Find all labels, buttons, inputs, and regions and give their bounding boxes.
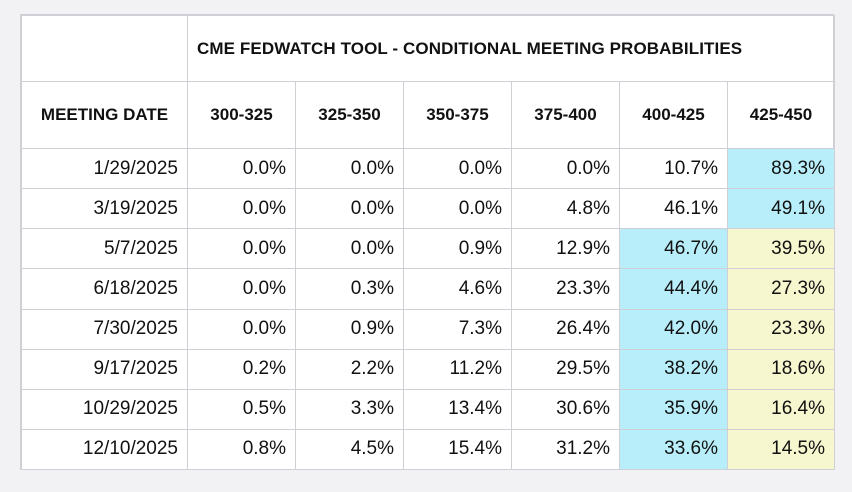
table-row: 10/29/2025 0.5% 3.3% 13.4% 30.6% 35.9% 16.4% [21, 388, 835, 430]
meeting-date-cell: 7/30/2025 [21, 308, 188, 350]
probability-cell: 4.8% [511, 188, 620, 230]
probability-cell: 0.0% [187, 308, 296, 350]
meeting-date-cell: 9/17/2025 [21, 348, 188, 390]
probability-cell: 10.7% [619, 147, 728, 190]
probability-cell: 33.6% [619, 428, 728, 471]
probability-cell: 7.3% [403, 308, 512, 350]
meeting-date-cell: 6/18/2025 [21, 268, 188, 310]
probability-cell: 16.4% [727, 388, 835, 430]
probability-cell: 49.1% [727, 188, 835, 230]
probability-cell: 0.9% [295, 308, 404, 350]
rate-header: 300-325 [187, 81, 296, 149]
rate-header: 425-450 [727, 81, 835, 149]
probability-cell: 0.5% [187, 388, 296, 430]
table-row: 9/17/2025 0.2% 2.2% 11.2% 29.5% 38.2% 18.6% [21, 348, 835, 390]
probability-cell: 0.9% [403, 228, 512, 270]
probability-cell: 13.4% [403, 388, 512, 430]
probability-cell: 26.4% [511, 308, 620, 350]
rate-header: 350-375 [403, 81, 512, 149]
probability-cell: 0.2% [187, 348, 296, 390]
probability-cell: 2.2% [295, 348, 404, 390]
probability-cell: 30.6% [511, 388, 620, 430]
probability-cell: 35.9% [619, 388, 728, 430]
empty-corner-cell [21, 15, 188, 82]
probability-cell: 27.3% [727, 268, 835, 310]
probability-cell: 0.0% [187, 268, 296, 310]
probability-cell: 0.0% [187, 147, 296, 190]
probability-cell: 39.5% [727, 228, 835, 270]
probability-cell: 23.3% [511, 268, 620, 310]
probability-cell: 11.2% [403, 348, 512, 390]
meeting-date-cell: 1/29/2025 [21, 147, 188, 190]
meeting-date-cell: 10/29/2025 [21, 388, 188, 430]
probability-cell: 38.2% [619, 348, 728, 390]
rate-header: 400-425 [619, 81, 728, 149]
probability-cell: 46.1% [619, 188, 728, 230]
probability-cell: 0.0% [403, 188, 512, 230]
probability-cell: 12.9% [511, 228, 620, 270]
table-row: 12/10/2025 0.8% 4.5% 15.4% 31.2% 33.6% 14.5% [21, 428, 835, 471]
probability-cell: 0.0% [187, 228, 296, 270]
probability-cell: 4.5% [295, 428, 404, 471]
probability-cell: 0.8% [187, 428, 296, 471]
probability-cell: 0.3% [295, 268, 404, 310]
table-row: 6/18/2025 0.0% 0.3% 4.6% 23.3% 44.4% 27.3% [21, 268, 835, 310]
probability-cell: 15.4% [403, 428, 512, 471]
probabilities-table-frame: CME FEDWATCH TOOL - CONDITIONAL MEETING … [20, 14, 835, 471]
probability-cell: 18.6% [727, 348, 835, 390]
title-row: CME FEDWATCH TOOL - CONDITIONAL MEETING … [21, 15, 835, 82]
probability-cell: 0.0% [511, 147, 620, 190]
table-row: 1/29/2025 0.0% 0.0% 0.0% 0.0% 10.7% 89.3% [21, 147, 835, 190]
rate-header: 375-400 [511, 81, 620, 149]
probability-cell: 0.0% [295, 228, 404, 270]
probability-cell: 4.6% [403, 268, 512, 310]
table-row: 5/7/2025 0.0% 0.0% 0.9% 12.9% 46.7% 39.5% [21, 228, 835, 270]
meeting-date-cell: 12/10/2025 [21, 428, 188, 471]
table-row: 7/30/2025 0.0% 0.9% 7.3% 26.4% 42.0% 23.3% [21, 308, 835, 350]
meeting-date-cell: 3/19/2025 [21, 188, 188, 230]
probability-cell: 89.3% [727, 147, 835, 190]
rate-header: 325-350 [295, 81, 404, 149]
table-row: 3/19/2025 0.0% 0.0% 0.0% 4.8% 46.1% 49.1% [21, 188, 835, 230]
column-header-row: MEETING DATE 300-325 325-350 350-375 375… [21, 81, 835, 149]
meeting-date-header: MEETING DATE [21, 81, 188, 149]
probabilities-table: CME FEDWATCH TOOL - CONDITIONAL MEETING … [21, 15, 835, 471]
probability-cell: 42.0% [619, 308, 728, 350]
probability-cell: 44.4% [619, 268, 728, 310]
probability-cell: 0.0% [403, 147, 512, 190]
table-title: CME FEDWATCH TOOL - CONDITIONAL MEETING … [187, 15, 835, 82]
probability-cell: 0.0% [295, 147, 404, 190]
probability-cell: 3.3% [295, 388, 404, 430]
probability-cell: 23.3% [727, 308, 835, 350]
probability-cell: 46.7% [619, 228, 728, 270]
meeting-date-cell: 5/7/2025 [21, 228, 188, 270]
probability-cell: 0.0% [295, 188, 404, 230]
probability-cell: 14.5% [727, 428, 835, 471]
probability-cell: 29.5% [511, 348, 620, 390]
table-body: 1/29/2025 0.0% 0.0% 0.0% 0.0% 10.7% 89.3% 3/19/… [21, 147, 835, 471]
probability-cell: 31.2% [511, 428, 620, 471]
probability-cell: 0.0% [187, 188, 296, 230]
